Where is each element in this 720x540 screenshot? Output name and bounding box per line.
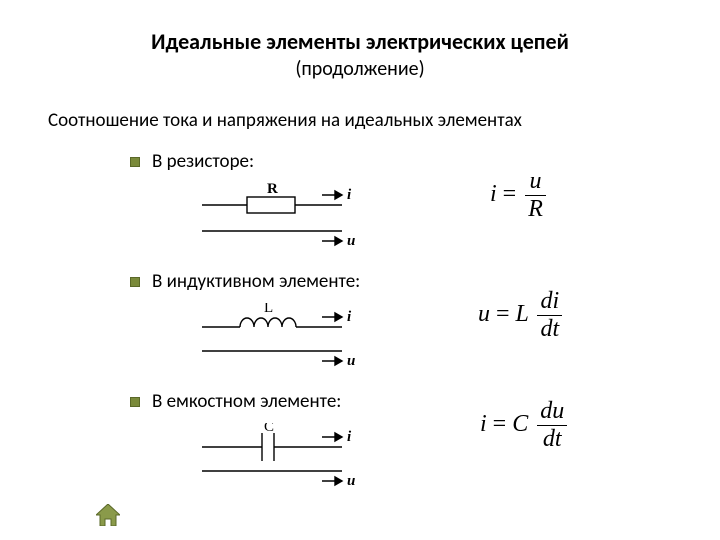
item-body: В индуктивном элементе: L i u (152, 270, 720, 374)
inductor-diagram: L i u (192, 303, 372, 369)
formula-lhs: i (490, 181, 497, 207)
formula-coef: L (516, 301, 529, 327)
bullet-icon (130, 157, 140, 167)
bullet-list: В резисторе: R i u В инду (130, 150, 720, 500)
section-subtitle: Соотношение тока и напряжения на идеальн… (48, 109, 720, 132)
bullet-icon (130, 397, 140, 407)
arrow-label-u: u (347, 353, 355, 369)
arrow-label-i: i (347, 187, 352, 203)
formula-den: R (525, 195, 546, 223)
formula-lhs: u (478, 301, 490, 327)
resistor-diagram: R i u (192, 183, 372, 249)
arrow-label-u: u (347, 473, 355, 489)
item-label: В емкостном элементе: (152, 390, 720, 413)
formula-den: dt (537, 425, 567, 453)
arrow-label-u: u (347, 233, 355, 249)
arrow-label-i: i (347, 429, 352, 445)
list-item: В емкостном элементе: C i u (130, 390, 720, 500)
slide-title: Идеальные элементы электрических цепей (0, 28, 720, 55)
symbol-c: C (264, 423, 274, 435)
formula-resistor: i = u R (490, 168, 549, 223)
formula-num: u (525, 168, 546, 195)
item-label: В индуктивном элементе: (152, 270, 720, 293)
list-item: В индуктивном элементе: L i u (130, 270, 720, 380)
bullet-icon (130, 277, 140, 287)
symbol-r: R (267, 183, 278, 197)
arrow-label-i: i (347, 309, 352, 325)
item-body: В резисторе: R i u (152, 150, 720, 254)
formula-num: di (537, 288, 562, 315)
capacitor-diagram: C i u (192, 423, 372, 489)
formula-coef: C (512, 411, 528, 437)
item-label: В резисторе: (152, 150, 720, 173)
formula-lhs: i (480, 411, 487, 437)
symbol-l: L (264, 303, 273, 316)
formula-num: du (537, 398, 567, 425)
formula-capacitor: i = C du dt (480, 398, 570, 453)
home-icon[interactable] (96, 504, 120, 526)
formula-den: dt (537, 315, 562, 343)
title-block: Идеальные элементы электрических цепей (… (0, 0, 720, 81)
formula-inductor: u = L di dt (478, 288, 565, 343)
list-item: В резисторе: R i u (130, 150, 720, 260)
item-body: В емкостном элементе: C i u (152, 390, 720, 494)
slide-subtitle: (продолжение) (0, 57, 720, 81)
